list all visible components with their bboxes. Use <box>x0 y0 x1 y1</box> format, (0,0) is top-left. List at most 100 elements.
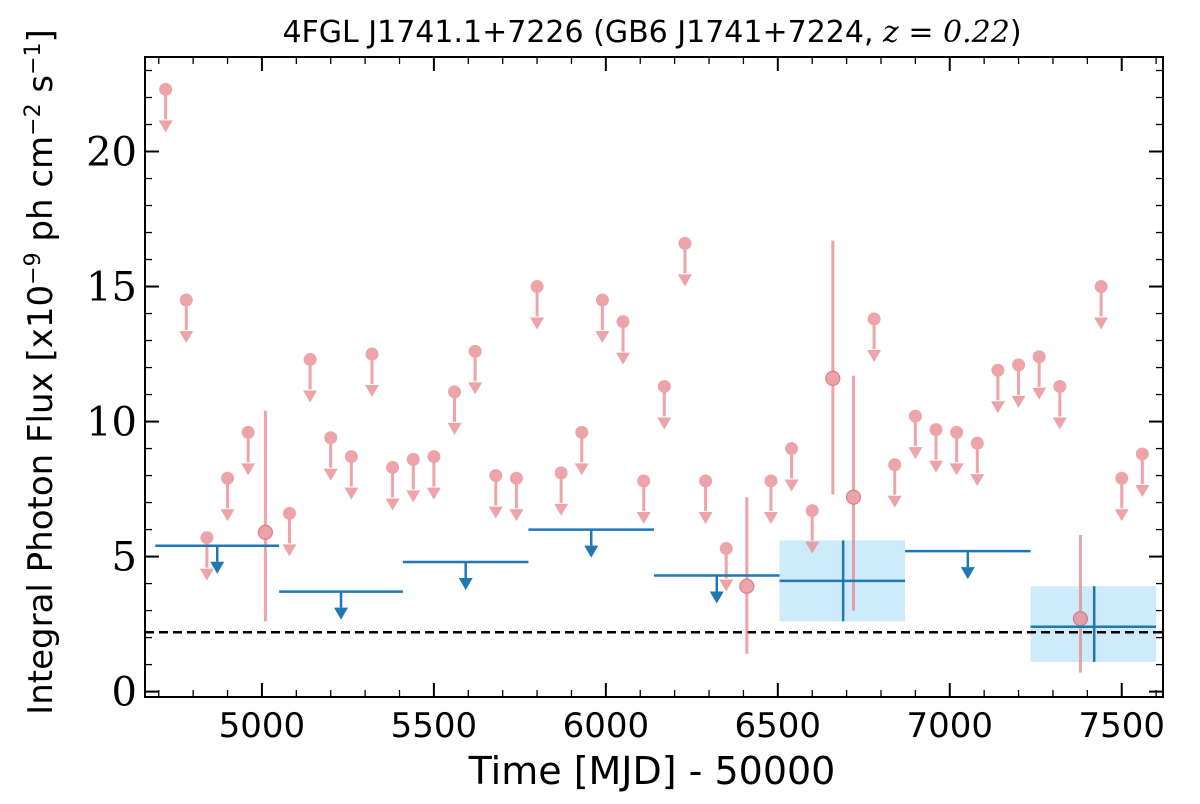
short-ul-marker <box>554 466 568 480</box>
short-ul-marker <box>344 450 358 464</box>
short-ul-arrow <box>1032 387 1047 400</box>
y-tick-label: 5 <box>112 535 137 581</box>
short-bin-upper-limit-8 <box>344 450 359 500</box>
short-ul-arrow <box>1135 484 1150 497</box>
short-bin-upper-limit-16 <box>509 471 524 522</box>
short-bin-upper-limit-29 <box>805 504 820 554</box>
short-ul-marker <box>406 452 420 466</box>
y-label-exp1: −9 <box>21 252 46 284</box>
short-ul-arrow <box>199 568 214 581</box>
short-ul-marker <box>365 347 379 361</box>
x-tick-label: 7500 <box>1078 706 1165 746</box>
short-ul-marker <box>179 293 193 307</box>
long-bin-upper-limit-2 <box>402 560 529 590</box>
short-ul-arrow <box>1052 417 1067 430</box>
short-bin-detection-4 <box>1072 534 1089 673</box>
short-bin-upper-limit-21 <box>616 315 631 365</box>
short-ul-marker <box>200 531 214 545</box>
short-ul-arrow <box>1094 317 1109 330</box>
short-det-marker <box>845 489 862 505</box>
short-ul-marker <box>908 409 922 423</box>
x-tick-label: 6500 <box>735 706 822 746</box>
short-bin-upper-limit-3 <box>220 471 235 522</box>
short-ul-arrow <box>468 382 483 395</box>
long-ul-arrow <box>709 591 724 604</box>
long-ul-arrow <box>334 607 349 620</box>
short-bin-upper-limit-9 <box>364 347 379 398</box>
short-ul-marker <box>785 442 799 456</box>
plot-frame <box>144 56 1164 698</box>
short-bin-upper-limit-38 <box>1032 350 1047 400</box>
short-ul-arrow <box>344 487 359 500</box>
short-ul-marker <box>468 344 482 358</box>
short-ul-marker <box>324 431 338 445</box>
short-ul-arrow <box>990 401 1005 414</box>
short-ul-arrow <box>179 331 194 344</box>
short-ul-arrow <box>616 352 631 365</box>
chart-title-math: z = 0.22 <box>882 15 1010 50</box>
short-ul-arrow <box>554 503 569 516</box>
short-bin-upper-limit-11 <box>406 452 421 503</box>
short-ul-arrow <box>929 460 944 473</box>
short-ul-arrow <box>447 422 462 435</box>
short-bin-upper-limit-5 <box>282 506 297 557</box>
short-bin-upper-limit-42 <box>1135 447 1150 497</box>
short-ul-arrow <box>636 511 651 524</box>
chart-title-suffix: ) <box>1010 15 1022 50</box>
y-label-part4: ] <box>21 29 61 42</box>
short-ul-marker <box>159 82 173 96</box>
short-ul-arrow <box>595 331 610 344</box>
short-ul-arrow <box>908 447 923 460</box>
short-ul-arrow <box>241 463 256 476</box>
long-bin-upper-limit-0 <box>155 544 280 574</box>
short-bin-upper-limit-10 <box>385 460 400 511</box>
short-ul-marker <box>657 379 671 393</box>
short-ul-arrow <box>677 274 692 287</box>
short-ul-marker <box>489 469 503 483</box>
y-axis-label: Integral Photon Flux [x10−9 ph cm−2 s−1] <box>21 29 62 715</box>
y-tick-label: 0 <box>112 670 137 716</box>
short-ul-arrow <box>488 506 503 519</box>
short-bin-upper-limit-33 <box>929 423 944 473</box>
short-ul-marker <box>221 471 235 485</box>
long-ul-arrow <box>210 561 225 574</box>
short-ul-marker <box>1012 358 1026 372</box>
short-bin-upper-limit-12 <box>426 450 441 500</box>
short-bin-upper-limit-20 <box>595 293 610 344</box>
short-ul-arrow <box>805 541 820 554</box>
short-ul-marker <box>991 363 1005 377</box>
long-bin-upper-limit-5 <box>905 549 1031 580</box>
short-bin-upper-limit-32 <box>908 409 923 460</box>
short-ul-arrow <box>364 385 379 398</box>
short-bin-upper-limit-14 <box>468 344 483 395</box>
short-ul-marker <box>805 504 819 518</box>
long-ul-arrow <box>584 545 599 558</box>
long-ul-arrow <box>458 577 473 590</box>
short-det-marker <box>257 524 273 540</box>
y-tick-label: 15 <box>86 265 137 311</box>
short-bin-upper-limit-7 <box>323 431 338 481</box>
short-ul-marker <box>1053 379 1067 393</box>
short-ul-marker <box>1094 280 1108 294</box>
short-det-marker <box>739 578 755 594</box>
short-bin-upper-limit-28 <box>784 442 799 492</box>
short-ul-arrow <box>784 479 799 492</box>
long-bin-upper-limit-3 <box>528 528 654 558</box>
short-ul-marker <box>427 450 441 464</box>
short-ul-marker <box>282 506 296 520</box>
short-ul-arrow <box>1114 509 1129 522</box>
short-ul-marker <box>1032 350 1046 364</box>
x-axis-label: Time [MJD] - 50000 <box>468 749 836 793</box>
y-label-part2: ph cm <box>21 136 61 253</box>
short-ul-arrow <box>303 390 318 403</box>
short-ul-marker <box>530 280 544 294</box>
short-bin-upper-limit-1 <box>179 293 194 344</box>
short-ul-marker <box>1115 471 1129 485</box>
long-bin-detection-0 <box>779 540 906 622</box>
short-ul-marker <box>929 423 943 437</box>
short-ul-marker <box>241 425 255 439</box>
short-bin-upper-limit-24 <box>677 236 692 287</box>
short-bin-upper-limit-13 <box>447 385 462 435</box>
